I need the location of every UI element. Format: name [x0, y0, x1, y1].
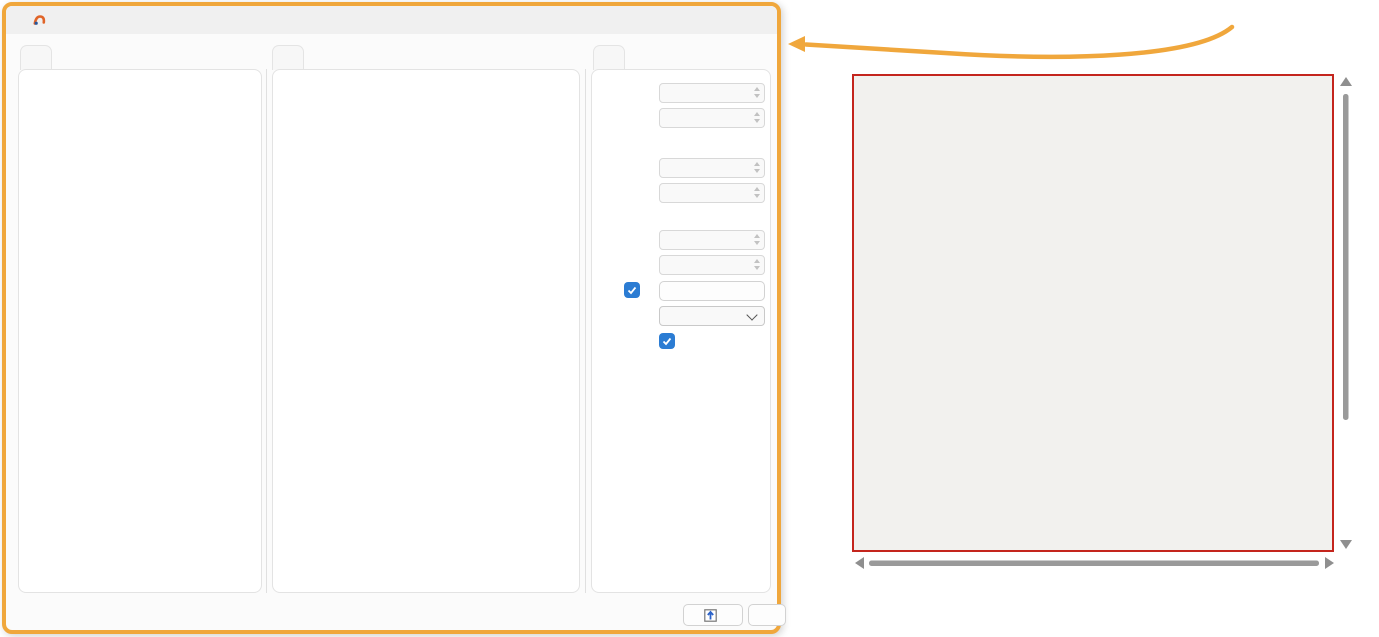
app-logo-icon	[33, 15, 46, 25]
seismic-image[interactable]	[854, 76, 1332, 550]
checkmark-icon	[662, 337, 672, 346]
horizontal-scrollbar-thumb[interactable]	[869, 560, 1319, 567]
freq-min-input[interactable]	[659, 158, 765, 178]
spinner-arrows-icon[interactable]	[754, 234, 760, 245]
spinner-arrows-icon[interactable]	[754, 187, 760, 198]
chevron-down-icon	[746, 308, 758, 321]
viewer-scrollbars	[855, 77, 1352, 569]
tab-settings[interactable]	[593, 45, 625, 70]
spinner-arrows-icon[interactable]	[754, 162, 760, 173]
tab-spectrum[interactable]	[272, 45, 304, 70]
spectrum-chart[interactable]	[278, 74, 574, 590]
spinner-arrows-icon[interactable]	[754, 87, 760, 98]
normalize-checkbox[interactable]	[659, 333, 675, 349]
spinner-arrows-icon[interactable]	[754, 112, 760, 123]
splitter-2[interactable]	[585, 69, 586, 593]
max-freq-input[interactable]	[659, 83, 765, 103]
scroll-down-arrow[interactable]	[1340, 540, 1352, 549]
type-dropdown[interactable]	[659, 306, 765, 326]
reset-zoom-button[interactable]	[659, 281, 765, 301]
smooth-input[interactable]	[659, 108, 765, 128]
export-icon	[704, 608, 717, 622]
scroll-left-arrow[interactable]	[855, 557, 864, 569]
checkmark-icon	[627, 286, 637, 295]
splitter-1[interactable]	[266, 69, 267, 593]
spinner-arrows-icon[interactable]	[754, 259, 760, 270]
freq-max-input[interactable]	[659, 183, 765, 203]
settings-panel	[591, 69, 771, 593]
seismic-plot-area[interactable]	[852, 74, 1334, 552]
dialog-titlebar	[6, 6, 777, 34]
scroll-right-arrow[interactable]	[1325, 557, 1334, 569]
vertical-scrollbar-thumb[interactable]	[1343, 94, 1349, 420]
close-button[interactable]	[748, 604, 786, 626]
amp-min-input[interactable]	[659, 230, 765, 250]
spectrum-panel	[272, 69, 580, 593]
scroll-up-arrow[interactable]	[1340, 77, 1352, 86]
export-button[interactable]	[683, 604, 743, 626]
auto-zoom-checkbox[interactable]	[624, 282, 640, 298]
spectral-analysis-dialog	[2, 2, 786, 634]
tab-rectangles[interactable]	[20, 45, 52, 70]
amp-max-input[interactable]	[659, 255, 765, 275]
rectangles-panel	[18, 69, 262, 593]
